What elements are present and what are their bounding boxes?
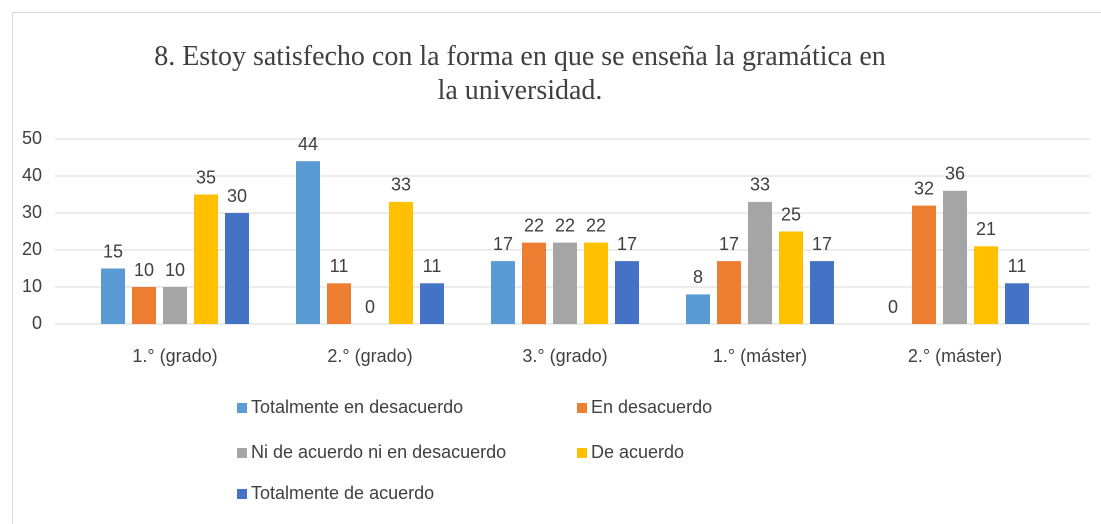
- data-label: 36: [945, 164, 965, 184]
- bar: [974, 246, 998, 324]
- x-tick-label: 1.° (máster): [713, 346, 807, 366]
- data-label: 17: [617, 234, 637, 254]
- bar: [163, 287, 187, 324]
- data-label: 10: [134, 260, 154, 280]
- y-tick-label: 0: [32, 313, 42, 333]
- chart-border: [12, 12, 1101, 524]
- data-label: 8: [693, 267, 703, 287]
- bar: [748, 201, 772, 324]
- bar: [553, 242, 577, 324]
- data-label: 22: [524, 215, 544, 235]
- x-tick-label: 3.° (grado): [522, 346, 607, 366]
- bar: [943, 190, 967, 324]
- legend-label: Totalmente en desacuerdo: [251, 397, 463, 417]
- bar: [327, 283, 351, 324]
- bar: [101, 268, 125, 324]
- data-label: 11: [330, 256, 349, 276]
- x-tick-label: 2.° (máster): [908, 346, 1002, 366]
- data-label: 15: [103, 241, 123, 261]
- data-label: 22: [555, 215, 575, 235]
- data-label: 17: [719, 234, 739, 254]
- legend-swatch: [237, 448, 247, 458]
- legend-swatch: [577, 403, 587, 413]
- legend-label: Ni de acuerdo ni en desacuerdo: [251, 442, 506, 462]
- data-label: 33: [750, 175, 770, 195]
- data-label: 25: [781, 204, 801, 224]
- bar: [717, 261, 741, 324]
- data-label: 11: [1008, 256, 1027, 276]
- data-label: 30: [227, 186, 247, 206]
- data-label: 10: [165, 260, 185, 280]
- bar: [912, 205, 936, 324]
- x-tick-label: 1.° (grado): [132, 346, 217, 366]
- bar: [389, 201, 413, 324]
- y-tick-label: 30: [22, 202, 42, 222]
- bar: [522, 242, 546, 324]
- y-tick-label: 10: [22, 276, 42, 296]
- bar: [615, 261, 639, 324]
- data-label: 0: [888, 297, 898, 317]
- y-tick-label: 50: [22, 128, 42, 148]
- bar: [296, 161, 320, 324]
- bar: [779, 231, 803, 324]
- legend-label: Totalmente de acuerdo: [251, 483, 434, 503]
- y-tick-label: 20: [22, 239, 42, 259]
- y-tick-label: 40: [22, 165, 42, 185]
- bar: [132, 287, 156, 324]
- legend-label: En desacuerdo: [591, 397, 712, 417]
- legend-swatch: [237, 403, 247, 413]
- data-label: 44: [298, 134, 318, 154]
- x-tick-label: 2.° (grado): [327, 346, 412, 366]
- bar: [584, 242, 608, 324]
- bar: [1005, 283, 1029, 324]
- data-label: 35: [196, 167, 216, 187]
- bar: [225, 213, 249, 324]
- data-label: 32: [914, 178, 934, 198]
- data-label: 11: [423, 256, 442, 276]
- legend-label: De acuerdo: [591, 442, 684, 462]
- legend-swatch: [237, 489, 247, 499]
- data-label: 33: [391, 175, 411, 195]
- bar: [686, 294, 710, 324]
- data-label: 17: [493, 234, 513, 254]
- legend-swatch: [577, 448, 587, 458]
- bar: [420, 283, 444, 324]
- data-label: 17: [812, 234, 832, 254]
- bar: [491, 261, 515, 324]
- data-label: 0: [365, 297, 375, 317]
- bar: [810, 261, 834, 324]
- chart-title: 8. Estoy satisfecho con la forma en que …: [154, 41, 886, 106]
- bar: [194, 194, 218, 324]
- data-label: 21: [976, 219, 996, 239]
- data-label: 22: [586, 215, 606, 235]
